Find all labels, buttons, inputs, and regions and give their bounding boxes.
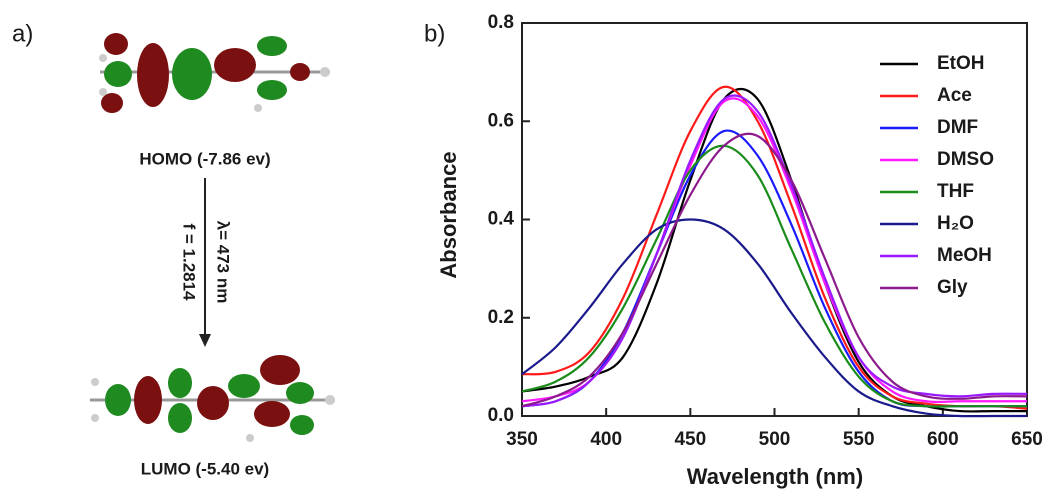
arrow-head xyxy=(199,334,211,347)
series-line xyxy=(522,131,1027,407)
lumo-label: LUMO (-5.40 ev) xyxy=(141,459,269,478)
figure: a) HOMO (-7.86 ev) λ= 473 nm f = 1.2814 … xyxy=(0,0,1051,498)
legend-label: DMF xyxy=(937,117,978,138)
x-tick-label: 600 xyxy=(927,429,959,450)
y-axis-title: Absorbance xyxy=(436,151,461,278)
legend-label: THF xyxy=(937,181,974,202)
x-tick-label: 500 xyxy=(759,429,791,450)
homo-label: HOMO (-7.86 ev) xyxy=(139,149,270,168)
y-tick-label: 0.0 xyxy=(488,405,514,426)
legend-label: MeOH xyxy=(937,245,992,266)
y-tick-label: 0.6 xyxy=(488,110,514,131)
legend-label: Gly xyxy=(937,277,968,298)
oscillator-label: f = 1.2814 xyxy=(180,223,199,301)
wavelength-label: λ= 473 nm xyxy=(214,221,233,304)
legend-label: H₂O xyxy=(937,213,974,234)
lumo-molecule xyxy=(90,355,335,442)
legend-label: Ace xyxy=(937,85,972,106)
homo-molecule xyxy=(99,33,330,113)
y-tick-label: 0.4 xyxy=(488,209,515,230)
y-tick-label: 0.8 xyxy=(488,12,514,33)
panel-label: a) xyxy=(12,20,33,47)
x-tick-label: 550 xyxy=(843,429,875,450)
x-tick-label: 400 xyxy=(590,429,622,450)
legend-label: EtOH xyxy=(937,53,985,74)
x-tick-label: 650 xyxy=(1011,429,1043,450)
legend-label: DMSO xyxy=(937,149,994,170)
y-tick-label: 0.2 xyxy=(488,307,514,328)
x-tick-label: 450 xyxy=(674,429,706,450)
x-axis-title: Wavelength (nm) xyxy=(687,464,863,489)
x-tick-label: 350 xyxy=(506,429,538,450)
series-line xyxy=(522,134,1027,406)
panel-label: b) xyxy=(424,20,445,47)
